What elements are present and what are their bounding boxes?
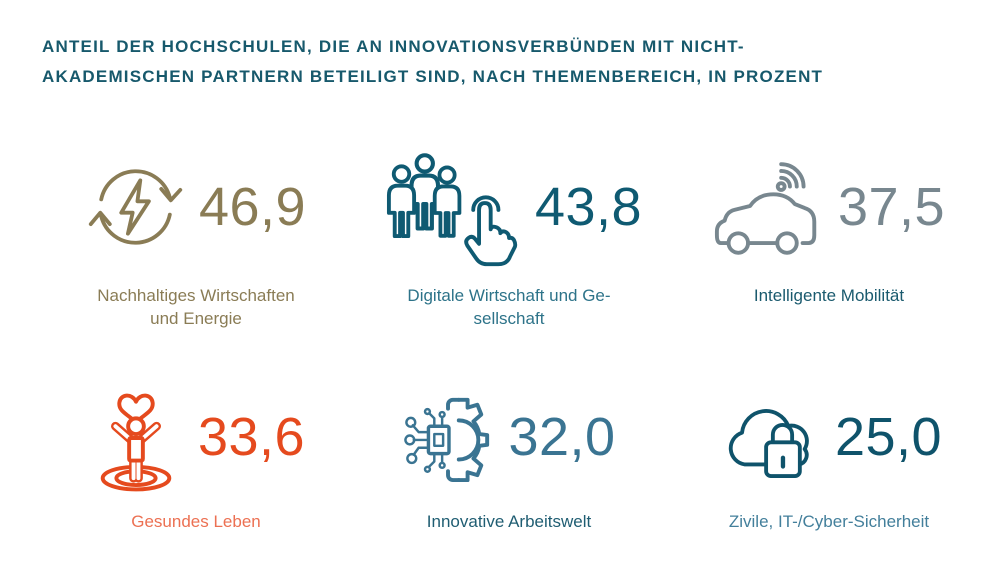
chart-title-line-1: ANTEIL DER HOCHSCHULEN, DIE AN INNOVATIO… [42,37,745,56]
stat-cyber-sicherheit: 25,0 Zivile, IT-/Cyber-Sicherheit [668,376,990,533]
stat-label: Zivile, IT-/Cyber-Sicherheit [728,512,930,531]
stat-top: 33,6 [87,376,305,498]
stat-nachhaltiges-wirtschaften: 46,9 Nachhaltiges Wirtschaften und Energ… [42,142,350,330]
stat-label: Innovative Arbeitswelt [426,512,592,531]
stat-label: Intelligente Mobilität [753,286,905,305]
cyber-security-icon [728,408,809,478]
stat-top: 43,8 [376,142,642,272]
stat-gesundes-leben: 33,6 Gesundes Leben [42,376,350,533]
digital-society-icon [386,153,518,267]
stat-label: Gesundes Leben [131,512,261,531]
stat-value: 32,0 [508,407,616,467]
healthy-life-icon [100,393,172,491]
chart-title: ANTEIL DER HOCHSCHULEN, DIE AN INNOVATIO… [42,32,960,92]
stat-value: 46,9 [198,177,307,237]
stat-top: 46,9 [86,142,306,272]
smart-mobility-icon [714,162,817,255]
stat-digitale-wirtschaft: 43,8 Digitale Wirtschaft und Ge- sellsch… [350,142,668,330]
stat-label: Digitale Wirtschaft und Ge- sellschaft [407,286,611,328]
energy-cycle-icon [88,169,183,245]
stats-grid: 46,9 Nachhaltiges Wirtschaften und Energ… [42,142,960,533]
chart-title-line-2: AKADEMISCHEN PARTNERN BETEILIGT SIND, NA… [42,67,824,86]
stat-value: 37,5 [837,177,946,237]
stat-top: 25,0 [716,376,942,498]
stat-top: 37,5 [713,142,945,272]
stat-intelligente-mobilitaet: 37,5 Intelligente Mobilität [668,142,990,330]
stat-label: Nachhaltiges Wirtschaften und Energie [97,286,295,328]
innovative-work-icon [404,397,490,483]
stat-value: 43,8 [534,177,643,237]
stat-top: 32,0 [402,376,615,498]
stat-value: 25,0 [834,407,943,467]
stat-innovative-arbeitswelt: 32,0 Innovative Arbeitswelt [350,376,668,533]
stat-value: 33,6 [197,407,306,467]
